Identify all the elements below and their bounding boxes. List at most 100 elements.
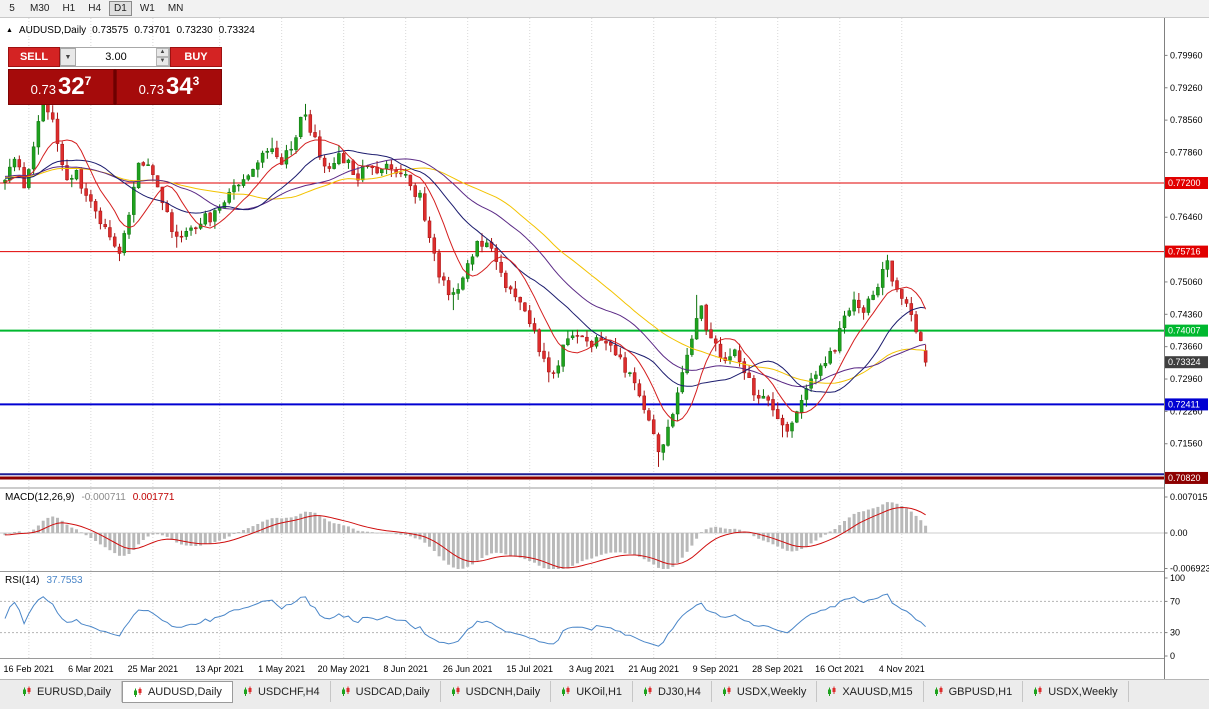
timeframe-button-d1[interactable]: D1	[109, 1, 132, 16]
chart-tab-usdcad-daily[interactable]: USDCAD,Daily	[331, 681, 441, 702]
chart-tab-icon	[243, 686, 253, 697]
svg-text:0.75716: 0.75716	[1168, 247, 1201, 257]
svg-text:0.73660: 0.73660	[1170, 342, 1203, 352]
chart-tab-icon	[133, 687, 143, 698]
svg-text:0.79260: 0.79260	[1170, 83, 1203, 93]
timeframe-toolbar: 5 M30 H1 H4 D1 W1 MN	[0, 0, 1209, 18]
chart-area: 0.79960 0.79260 0.78560 0.77860 0.76460 0.750…	[0, 18, 1209, 679]
chart-tab-usdchf-h4[interactable]: USDCHF,H4	[233, 681, 331, 702]
chart-tab-ukoil-h1[interactable]: UKOil,H1	[551, 681, 634, 702]
buy-price-prefix: 0.73	[138, 82, 164, 97]
current-price-value: 0.73324	[1168, 357, 1201, 367]
svg-text:28 Sep 2021: 28 Sep 2021	[752, 664, 803, 674]
horizontal-levels[interactable]	[0, 182, 1164, 480]
timeframe-button-m30[interactable]: M30	[25, 1, 54, 16]
sell-price-display[interactable]: 0.73 32 7	[8, 69, 114, 105]
macd-signal-line	[4, 506, 926, 569]
svg-text:26 Jun 2021: 26 Jun 2021	[443, 664, 493, 674]
chart-tab-icon	[341, 686, 351, 697]
svg-text:0.72260: 0.72260	[1170, 406, 1203, 416]
macd-signal-value: 0.001771	[132, 492, 175, 503]
chart-tab-icon	[561, 686, 571, 697]
chart-background	[0, 18, 1209, 679]
svg-text:9 Sep 2021: 9 Sep 2021	[693, 664, 739, 674]
svg-text:30: 30	[1170, 628, 1180, 638]
chart-tab-icon	[643, 686, 653, 697]
chart-tab-label: GBPUSD,H1	[948, 685, 1013, 698]
sell-price-big-digits: 32	[57, 73, 85, 100]
chart-tab-usdcnh-daily[interactable]: USDCNH,Daily	[441, 681, 552, 702]
chart-tab-dj30-h4[interactable]: DJ30,H4	[633, 681, 712, 702]
chart-tab-icon	[722, 686, 732, 697]
svg-text:0.78560: 0.78560	[1170, 115, 1203, 125]
volume-spinner: ▲ ▼	[156, 48, 169, 66]
price-chart-canvas[interactable]: 0.79960 0.79260 0.78560 0.77860 0.76460 0.750…	[0, 18, 1209, 679]
macd-name: MACD(12,26,9)	[5, 492, 75, 503]
chart-tab-label: USDCNH,Daily	[465, 685, 541, 698]
svg-text:25 Mar 2021: 25 Mar 2021	[128, 664, 179, 674]
svg-text:0.77860: 0.77860	[1170, 147, 1203, 157]
chart-tab-usdx-weekly[interactable]: USDX,Weekly	[712, 681, 818, 702]
chart-ohlc-header: ▲ AUDUSD,Daily 0.73575 0.73701 0.73230 0…	[6, 25, 255, 36]
svg-text:0.00: 0.00	[1170, 528, 1188, 538]
svg-text:16 Oct 2021: 16 Oct 2021	[815, 664, 864, 674]
svg-text:0.77200: 0.77200	[1168, 178, 1201, 188]
svg-text:0: 0	[1170, 651, 1175, 661]
ma-lines	[4, 139, 927, 422]
buy-button[interactable]: BUY	[170, 47, 222, 67]
buy-price-point-digit: 3	[192, 74, 200, 88]
chart-tab-xauusd-m15[interactable]: XAUUSD,M15	[817, 681, 924, 702]
volume-input[interactable]	[76, 48, 156, 66]
current-price-badge	[1165, 356, 1208, 369]
svg-text:0.76460: 0.76460	[1170, 212, 1203, 222]
svg-text:3 Aug 2021: 3 Aug 2021	[569, 664, 615, 674]
timeframe-button-mn[interactable]: MN	[163, 1, 189, 16]
chart-tab-label: USDX,Weekly	[736, 685, 807, 698]
timeframe-button-5[interactable]: 5	[2, 1, 22, 16]
buy-price-big-digits: 34	[165, 73, 193, 100]
chart-tab-gbpusd-h1[interactable]: GBPUSD,H1	[924, 681, 1024, 702]
price-level-badges: 0.77200 0.75716 0.74007 0.72411 0.70820	[1165, 177, 1208, 484]
sell-button[interactable]: SELL	[8, 47, 60, 67]
volume-decrease-button[interactable]: ▼	[156, 57, 169, 66]
ohlc-open-value: 0.73575	[92, 25, 129, 36]
svg-text:100: 100	[1170, 573, 1185, 583]
svg-text:0.70820: 0.70820	[1168, 473, 1201, 483]
chart-tab-label: XAUUSD,M15	[842, 685, 913, 698]
timeframe-button-h4[interactable]: H4	[83, 1, 106, 16]
chart-tabs-bar: EURUSD,Daily AUDUSD,Daily USDCHF,H4 USDCAD,…	[0, 679, 1209, 709]
rsi-value: 37.7553	[46, 575, 83, 586]
svg-text:70: 70	[1170, 596, 1180, 606]
svg-text:16 Feb 2021: 16 Feb 2021	[4, 664, 55, 674]
svg-text:21 Aug 2021: 21 Aug 2021	[628, 664, 679, 674]
chart-tab-icon	[22, 686, 32, 697]
svg-text:0.79960: 0.79960	[1170, 50, 1203, 60]
volume-field: ▼ ▲ ▼	[60, 47, 170, 67]
svg-text:0.72960: 0.72960	[1170, 374, 1203, 384]
rsi-indicator-label: RSI(14) 37.7553	[5, 575, 83, 586]
candlesticks	[3, 84, 928, 467]
svg-text:20 May 2021: 20 May 2021	[318, 664, 370, 674]
svg-text:0.72411: 0.72411	[1168, 399, 1200, 409]
chart-tab-label: DJ30,H4	[658, 685, 701, 698]
chart-tab-icon	[827, 686, 837, 697]
collapse-triangle-icon[interactable]: ▲	[6, 26, 13, 34]
volume-increase-button[interactable]: ▲	[156, 48, 169, 57]
volume-dropdown-button[interactable]: ▼	[61, 48, 76, 66]
timeframe-button-h1[interactable]: H1	[57, 1, 80, 16]
macd-main-value: -0.000711	[81, 492, 126, 503]
svg-text:0.74360: 0.74360	[1170, 309, 1203, 319]
price-axis[interactable]: 0.79960 0.79260 0.78560 0.77860 0.76460 0.750…	[1164, 50, 1209, 661]
rsi-line	[4, 593, 926, 647]
date-axis[interactable]: 16 Feb 2021 6 Mar 2021 25 Mar 2021 13 Apr 2…	[4, 664, 925, 674]
chart-tab-eurusd-daily[interactable]: EURUSD,Daily	[12, 681, 122, 702]
chart-tab-audusd-daily[interactable]: AUDUSD,Daily	[121, 681, 233, 703]
chevron-down-icon: ▼	[64, 53, 72, 61]
buy-price-display[interactable]: 0.73 34 3	[116, 69, 222, 105]
chart-tab-label: USDCAD,Daily	[355, 685, 430, 698]
chart-tab-usdx-weekly[interactable]: USDX,Weekly	[1023, 681, 1129, 702]
chart-tab-label: USDCHF,H4	[257, 685, 320, 698]
ohlc-high-value: 0.73701	[134, 25, 171, 36]
timeframe-button-w1[interactable]: W1	[135, 1, 160, 16]
